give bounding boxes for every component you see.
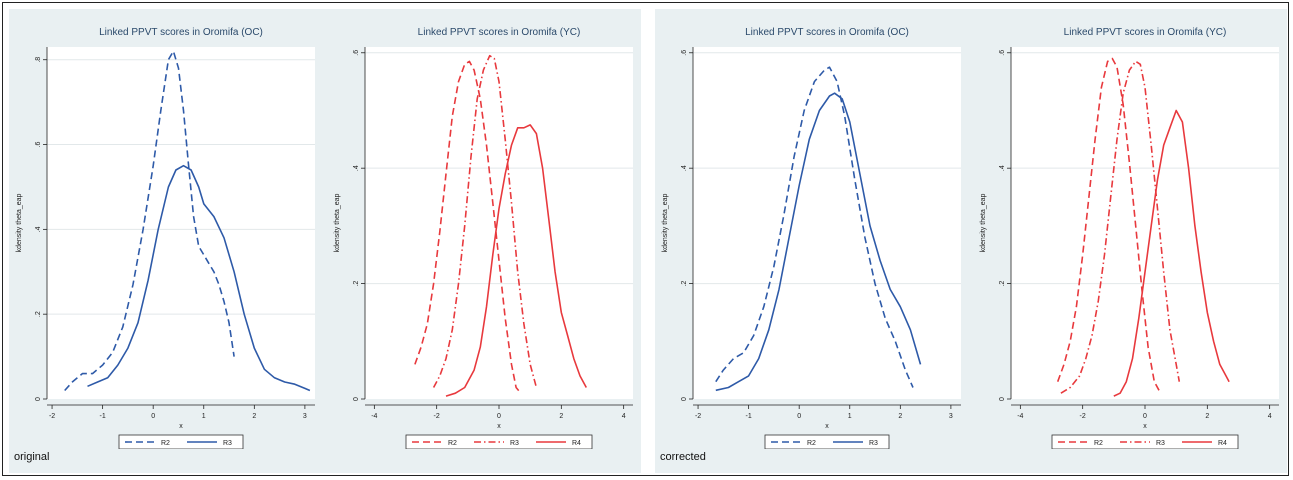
- chart-original-oc: Linked PPVT scores in Oromifa (OC) 0 .2 .4.…: [16, 27, 315, 449]
- y-tick-label: 0: [353, 397, 360, 401]
- chart-corrected-yc: Linked PPVT scores in Oromifa (YC) 0 .2 .4.…: [980, 27, 1279, 449]
- legend-label-r2: R2: [161, 440, 170, 447]
- plot-area: [693, 47, 961, 399]
- y-tick-label: .4: [681, 165, 688, 171]
- chart-title: Linked PPVT scores in Oromifa (YC): [418, 27, 581, 38]
- x-tick-label: -2: [434, 413, 440, 420]
- series-line-r3: [715, 92, 922, 392]
- x-axis-label: x: [1143, 423, 1147, 430]
- caption-corrected: corrected: [660, 451, 706, 463]
- chart-title: Linked PPVT scores in Oromifa (YC): [1064, 27, 1227, 38]
- legend-label-r3: R3: [869, 440, 878, 447]
- y-axis-label: kdensity theta_eap: [16, 194, 23, 253]
- x-tick-label: -4: [1017, 413, 1023, 420]
- x-tick-label: 0: [1143, 413, 1147, 420]
- y-tick-label: .2: [999, 281, 1006, 287]
- legend-label-r2: R2: [448, 440, 457, 447]
- y-tick-label: .2: [681, 281, 688, 287]
- y-tick-label: .2: [353, 281, 360, 287]
- group-corrected: Linked PPVT scores in Oromifa (OC) 0 .2 .4.…: [655, 9, 1287, 473]
- legend-label-r3: R3: [510, 440, 519, 447]
- x-tick-label: -1: [746, 413, 752, 420]
- y-tick-label: .2: [35, 311, 42, 317]
- series-line-r2: [1056, 57, 1162, 394]
- series-line-r2: [64, 50, 235, 392]
- y-axis-label: kdensity theta_eap: [334, 194, 341, 253]
- x-tick-label: 1: [848, 413, 852, 420]
- y-axis-label: kdensity theta_eap: [662, 194, 669, 253]
- legend-label-r2: R2: [1094, 440, 1103, 447]
- x-tick-label: -2: [49, 413, 55, 420]
- chart-original-yc: Linked PPVT scores in Oromifa (YC) 0 .2 .4.…: [334, 27, 633, 449]
- y-tick-label: .6: [35, 142, 42, 148]
- y-tick-label: .4: [999, 165, 1006, 171]
- y-tick-label: 0: [999, 397, 1006, 401]
- x-tick-label: 4: [622, 413, 626, 420]
- series-line-r2: [715, 66, 914, 388]
- x-tick-label: 0: [497, 413, 501, 420]
- x-axis-label: x: [497, 423, 501, 430]
- chart-title: Linked PPVT scores in Oromifa (OC): [745, 27, 909, 38]
- chart-title: Linked PPVT scores in Oromifa (OC): [99, 27, 263, 38]
- plot-area: [47, 47, 315, 399]
- y-tick-label: 0: [35, 397, 42, 401]
- x-axis-label: x: [179, 423, 183, 430]
- x-tick-label: 3: [949, 413, 953, 420]
- legend-label-r2: R2: [807, 440, 816, 447]
- x-tick-label: 2: [252, 413, 256, 420]
- plot-area: [1011, 47, 1279, 399]
- series-line-r2: [414, 60, 522, 394]
- y-tick-label: 0: [681, 397, 688, 401]
- x-tick-label: 2: [898, 413, 902, 420]
- x-axis-label: x: [825, 423, 829, 430]
- x-tick-label: 3: [303, 413, 307, 420]
- x-tick-label: 2: [559, 413, 563, 420]
- legend-box: [118, 434, 244, 449]
- x-tick-label: -2: [695, 413, 701, 420]
- series-line-r3: [87, 164, 311, 392]
- x-tick-label: 0: [151, 413, 155, 420]
- y-tick-label: .8: [35, 57, 42, 63]
- x-tick-label: -2: [1080, 413, 1086, 420]
- x-tick-label: 4: [1268, 413, 1272, 420]
- x-tick-label: -4: [371, 413, 377, 420]
- y-tick-label: .6: [999, 50, 1006, 56]
- series-line-r3: [432, 54, 538, 388]
- y-tick-label: .6: [681, 50, 688, 56]
- x-tick-label: -1: [100, 413, 106, 420]
- caption-original: original: [14, 451, 50, 463]
- x-tick-label: 1: [202, 413, 206, 420]
- legend-label-r4: R4: [572, 440, 581, 447]
- plot-area: [365, 47, 633, 399]
- legend-label-r4: R4: [1218, 440, 1227, 447]
- y-tick-label: .4: [35, 226, 42, 232]
- y-axis-label: kdensity theta_eap: [980, 194, 987, 253]
- series-line-r3: [1060, 60, 1181, 394]
- y-tick-label: .4: [353, 165, 360, 171]
- legend-box: [764, 434, 890, 449]
- series-line-r4: [1113, 109, 1230, 397]
- legend-label-r3: R3: [1156, 440, 1165, 447]
- x-tick-label: 0: [797, 413, 801, 420]
- x-tick-label: 2: [1205, 413, 1209, 420]
- series-line-r4: [445, 124, 588, 397]
- group-original: Linked PPVT scores in Oromifa (OC) 0 .2 .4.…: [9, 9, 641, 473]
- legend-label-r3: R3: [223, 440, 232, 447]
- chart-corrected-oc: Linked PPVT scores in Oromifa (OC) 0 .2 .4.…: [662, 27, 961, 449]
- y-tick-label: .6: [353, 50, 360, 56]
